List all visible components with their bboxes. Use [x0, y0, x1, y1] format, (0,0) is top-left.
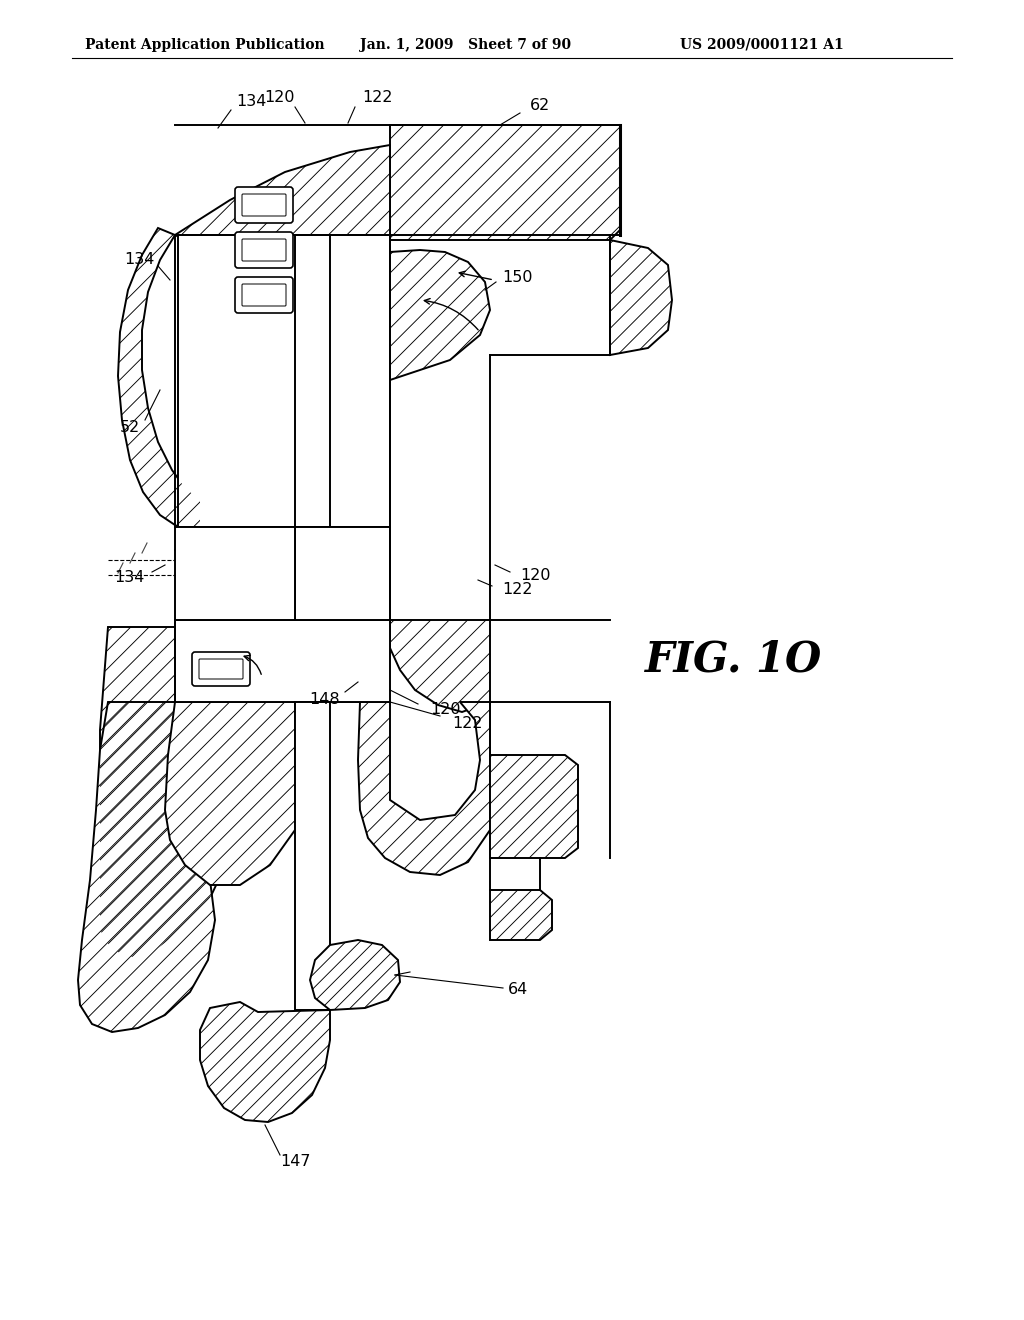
Polygon shape [78, 702, 215, 1032]
Polygon shape [165, 702, 295, 884]
Text: FIG. 1O: FIG. 1O [645, 639, 822, 681]
Text: 122: 122 [452, 715, 482, 730]
Polygon shape [178, 235, 390, 527]
Text: Patent Application Publication: Patent Application Publication [85, 38, 325, 51]
Text: 62: 62 [530, 98, 550, 112]
Polygon shape [490, 755, 578, 858]
Polygon shape [175, 620, 390, 702]
Polygon shape [118, 228, 200, 527]
Text: 134: 134 [236, 95, 266, 110]
Polygon shape [295, 235, 330, 527]
Text: 122: 122 [502, 582, 532, 598]
Text: 134: 134 [125, 252, 155, 268]
Text: 150: 150 [502, 271, 532, 285]
FancyBboxPatch shape [193, 652, 250, 686]
FancyBboxPatch shape [234, 277, 293, 313]
Text: 52: 52 [120, 421, 140, 436]
Text: Jan. 1, 2009   Sheet 7 of 90: Jan. 1, 2009 Sheet 7 of 90 [360, 38, 571, 51]
Polygon shape [390, 125, 620, 240]
Text: 120: 120 [430, 702, 461, 718]
Text: 147: 147 [280, 1155, 310, 1170]
Polygon shape [390, 249, 490, 380]
FancyBboxPatch shape [242, 194, 286, 216]
Polygon shape [610, 240, 672, 355]
Polygon shape [490, 890, 552, 940]
Text: 134: 134 [115, 570, 145, 586]
Polygon shape [100, 627, 236, 957]
FancyBboxPatch shape [234, 187, 293, 223]
Text: US 2009/0001121 A1: US 2009/0001121 A1 [680, 38, 844, 51]
Polygon shape [295, 702, 490, 875]
Text: 120: 120 [520, 568, 551, 582]
FancyBboxPatch shape [199, 659, 243, 678]
Text: 120: 120 [264, 91, 295, 106]
Text: 122: 122 [362, 91, 392, 106]
Polygon shape [175, 145, 390, 527]
Polygon shape [390, 620, 490, 711]
Polygon shape [200, 1002, 330, 1122]
Text: 64: 64 [508, 982, 528, 998]
FancyBboxPatch shape [242, 239, 286, 261]
FancyBboxPatch shape [234, 232, 293, 268]
Polygon shape [295, 527, 390, 620]
Polygon shape [295, 702, 330, 1010]
Text: 148: 148 [309, 693, 340, 708]
Polygon shape [310, 940, 400, 1010]
FancyBboxPatch shape [242, 284, 286, 306]
Polygon shape [175, 527, 295, 620]
